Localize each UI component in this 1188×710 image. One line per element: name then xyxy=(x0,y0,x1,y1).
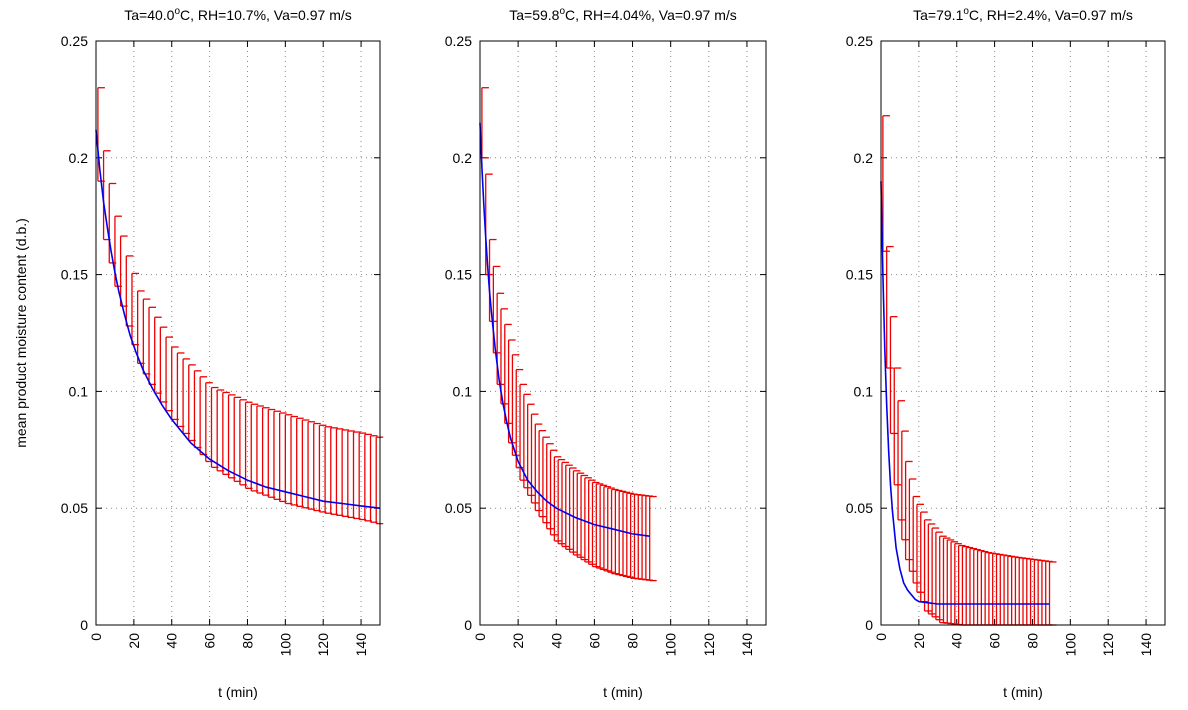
x-tick-label: 80 xyxy=(1024,633,1040,649)
plot-frame xyxy=(95,40,381,626)
plot-frame xyxy=(479,40,767,626)
chart-title-part: Ta=59.8 xyxy=(509,7,559,23)
y-tick-label: 0.05 xyxy=(61,500,88,516)
x-tick-label: 0 xyxy=(472,633,488,641)
y-tick-label: 0.25 xyxy=(61,33,88,49)
chart-panel-3: Ta=79.1oC, RH=2.4%, Va=0.97 m/s 0 20 40 60 80… xyxy=(846,6,1166,700)
x-tick-label: 100 xyxy=(663,633,679,657)
errorbar-series xyxy=(481,87,657,582)
chart-title: Ta=40.0oC, RH=10.7%, Va=0.97 m/s xyxy=(124,6,352,23)
x-axis-title: t (min) xyxy=(603,684,643,700)
y-tick-label: 0.1 xyxy=(69,383,89,399)
chart-title-part: C, RH=10.7%, Va=0.97 m/s xyxy=(180,7,352,23)
chart-panel-2: Ta=59.8oC, RH=4.04%, Va=0.97 m/s 0 20 40 60 8… xyxy=(445,6,767,700)
y-tick-label: 0.1 xyxy=(854,383,874,399)
plot-frame xyxy=(880,40,1166,626)
fit-curve xyxy=(479,122,650,537)
y-tick-label: 0.2 xyxy=(854,150,874,166)
x-tick-label: 120 xyxy=(1100,633,1116,657)
chart-title: Ta=59.8oC, RH=4.04%, Va=0.97 m/s xyxy=(509,6,737,23)
x-tick-label: 40 xyxy=(949,633,965,649)
fit-curve xyxy=(880,181,1050,605)
x-axis-title: t (min) xyxy=(218,684,258,700)
x-tick-label: 140 xyxy=(1138,633,1154,657)
x-tick-label: 140 xyxy=(353,633,369,657)
chart-title-part: Ta=79.1 xyxy=(913,7,963,23)
x-tick-label: 0 xyxy=(88,633,104,641)
chart-title-part: C, RH=4.04%, Va=0.97 m/s xyxy=(565,7,737,23)
x-tick-label: 120 xyxy=(701,633,717,657)
x-tick-label: 20 xyxy=(911,633,927,649)
y-tick-label: 0.1 xyxy=(453,383,473,399)
y-tick-label: 0.2 xyxy=(69,150,89,166)
x-tick-label: 120 xyxy=(315,633,331,657)
x-tick-label: 20 xyxy=(126,633,142,649)
x-tick-label: 20 xyxy=(510,633,526,649)
chart-title-part: C, RH=2.4%, Va=0.97 m/s xyxy=(969,7,1133,23)
x-tick-label: 100 xyxy=(277,633,293,657)
y-axis-title: mean product moisture content (d.b.) xyxy=(13,218,29,448)
y-tick-label: 0.15 xyxy=(61,267,88,283)
x-axis-title: t (min) xyxy=(1003,684,1043,700)
y-tick-label: 0.25 xyxy=(846,33,873,49)
x-tick-label: 80 xyxy=(239,633,255,649)
y-tick-label: 0 xyxy=(80,617,88,633)
chart-title-superscript: o xyxy=(963,6,969,17)
y-tick-label: 0 xyxy=(865,617,873,633)
x-tick-label: 80 xyxy=(625,633,641,649)
errorbar xyxy=(649,495,657,582)
x-tick-label: 60 xyxy=(586,633,602,649)
chart-title-superscript: o xyxy=(174,6,180,17)
x-tick-label: 40 xyxy=(548,633,564,649)
y-tick-label: 0.15 xyxy=(846,267,873,283)
y-tick-label: 0.25 xyxy=(445,33,472,49)
chart-title: Ta=79.1oC, RH=2.4%, Va=0.97 m/s xyxy=(913,6,1133,23)
x-tick-label: 60 xyxy=(202,633,218,649)
errorbar xyxy=(481,87,489,159)
chart-title-superscript: o xyxy=(559,6,565,17)
x-tick-label: 140 xyxy=(739,633,755,657)
y-tick-label: 0.15 xyxy=(445,267,472,283)
y-tick-label: 0 xyxy=(464,617,472,633)
fit-curve xyxy=(95,129,381,509)
y-tick-label: 0.05 xyxy=(445,500,472,516)
chart-title-part: Ta=40.0 xyxy=(124,7,174,23)
x-tick-label: 0 xyxy=(873,633,889,641)
errorbar-series xyxy=(97,87,384,525)
x-tick-label: 100 xyxy=(1062,633,1078,657)
y-tick-label: 0.2 xyxy=(453,150,473,166)
y-tick-label: 0.05 xyxy=(846,500,873,516)
x-tick-label: 40 xyxy=(164,633,180,649)
x-tick-label: 60 xyxy=(987,633,1003,649)
chart-panel-1: Ta=40.0oC, RH=10.7%, Va=0.97 m/s 0 20 40 60 8… xyxy=(61,6,384,700)
